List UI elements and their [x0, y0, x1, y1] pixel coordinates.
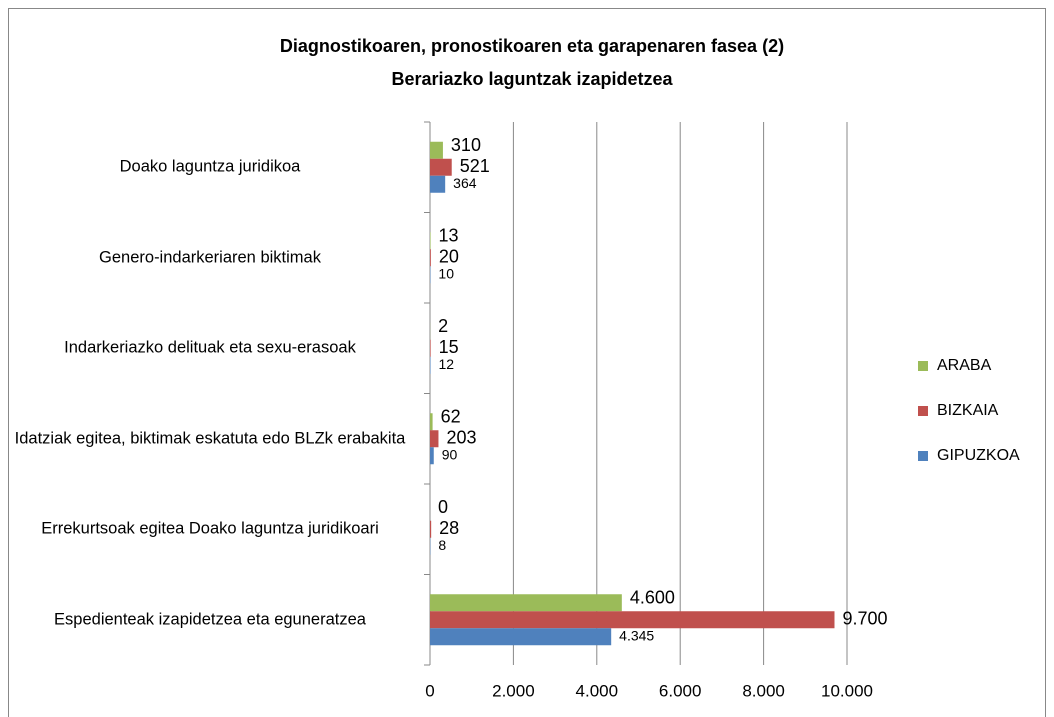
value-label: 90 [442, 446, 458, 462]
bar [430, 447, 434, 465]
bar [430, 339, 431, 357]
bar [430, 158, 452, 176]
y-tick-label: Errekurtsoak egitea Doako laguntza jurid… [41, 519, 379, 538]
bar [430, 249, 431, 267]
bar [430, 175, 446, 193]
y-tick-label: Indarkeriazko delituak eta sexu-erasoak [64, 338, 356, 357]
x-tick-label: 10.000 [821, 681, 873, 700]
chart-subtitle: Berariazko laguntzak izapidetzea [391, 69, 673, 89]
legend-swatch [918, 406, 928, 416]
bar [430, 430, 439, 448]
value-label: 9.700 [842, 609, 887, 629]
value-label: 521 [460, 156, 490, 176]
x-tick-label: 4.000 [576, 681, 619, 700]
value-label: 15 [439, 337, 459, 357]
bar [430, 232, 431, 250]
bar [430, 520, 432, 538]
value-label: 8 [438, 537, 446, 553]
y-tick-label: Idatziak egitea, biktimak eskatuta edo B… [14, 429, 406, 448]
y-tick-label: Doako laguntza juridikoa [119, 157, 301, 176]
value-label: 12 [439, 356, 455, 372]
value-label: 310 [451, 135, 481, 155]
value-label: 364 [453, 175, 477, 191]
legend-swatch [918, 451, 928, 461]
value-label: 20 [439, 247, 459, 267]
chart-title: Diagnostikoaren, pronostikoaren eta gara… [280, 36, 784, 56]
legend-swatch [918, 361, 928, 371]
y-tick-label: Genero-indarkeriaren biktimak [99, 248, 321, 267]
y-tick-label: Espedienteak izapidetzea eta eguneratzea [54, 610, 366, 629]
value-label: 10 [438, 265, 454, 281]
value-label: 28 [439, 518, 459, 538]
value-label: 203 [446, 428, 476, 448]
value-label: 4.345 [619, 627, 654, 643]
legend-label: ARABA [937, 357, 992, 374]
bar [430, 628, 612, 646]
x-tick-label: 0 [425, 681, 434, 700]
bar [430, 611, 835, 629]
value-label: 4.600 [630, 588, 675, 608]
x-tick-label: 2.000 [492, 681, 535, 700]
bar [430, 356, 431, 374]
x-tick-label: 8.000 [742, 681, 785, 700]
x-tick-label: 6.000 [659, 681, 702, 700]
value-label: 62 [441, 407, 461, 427]
value-label: 0 [438, 497, 448, 517]
bar [430, 594, 622, 612]
bar [430, 141, 443, 159]
legend-label: GIPUZKOA [937, 447, 1020, 464]
value-label: 13 [439, 226, 459, 246]
value-label: 2 [438, 316, 448, 336]
legend-label: BIZKAIA [937, 402, 999, 419]
bar [430, 413, 433, 431]
